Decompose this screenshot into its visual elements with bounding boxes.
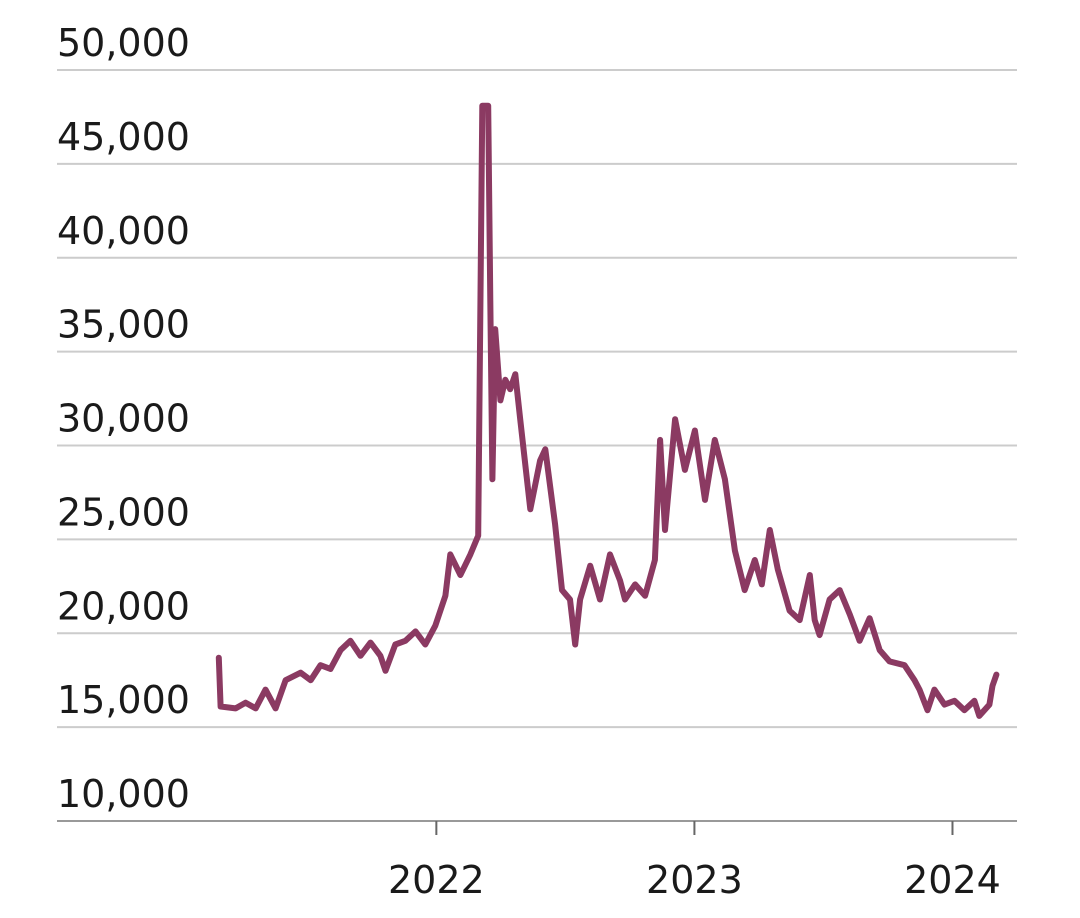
y-tick-label: 15,000: [57, 678, 190, 722]
x-tick-label: 2022: [388, 858, 485, 902]
x-tick-label: 2024: [904, 858, 1001, 902]
data-line: [215, 102, 1000, 719]
y-tick-label: 35,000: [57, 303, 190, 347]
y-tick-label: 50,000: [57, 21, 190, 65]
y-tick-label: 20,000: [57, 584, 190, 628]
y-tick-label: 40,000: [57, 209, 190, 253]
y-tick-label: 10,000: [57, 772, 190, 816]
y-tick-label: 25,000: [57, 490, 190, 534]
y-tick-label: 45,000: [57, 115, 190, 159]
x-tick-label: 2023: [646, 858, 743, 902]
y-tick-label: 30,000: [57, 397, 190, 441]
